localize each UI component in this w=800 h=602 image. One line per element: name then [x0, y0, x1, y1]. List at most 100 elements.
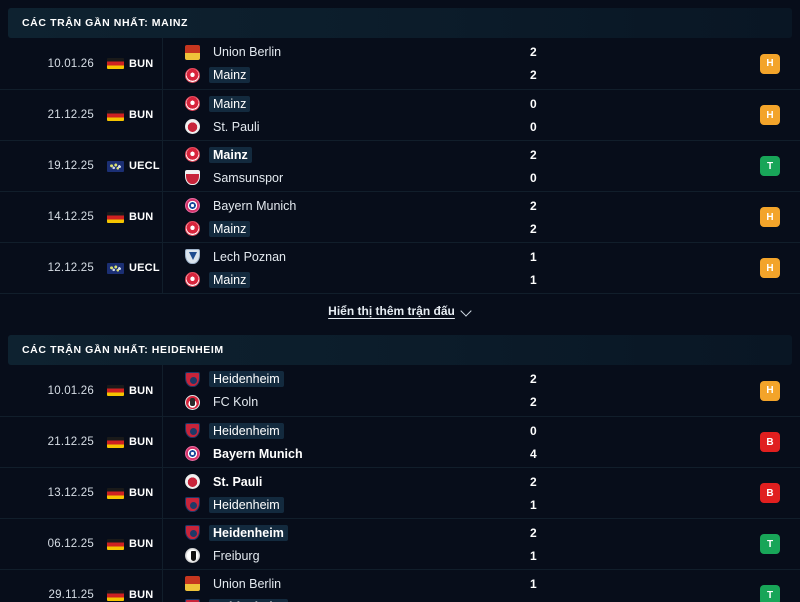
- competition-label[interactable]: BUN: [129, 436, 154, 448]
- team-name-home[interactable]: Lech Poznan: [213, 249, 286, 264]
- match-date-cell: 19.12.25: [0, 141, 100, 191]
- mainz-crest-icon: [185, 221, 200, 236]
- team-name-away[interactable]: FC Koln: [213, 395, 259, 409]
- team-name-away[interactable]: Mainz: [209, 220, 251, 237]
- team-line-away[interactable]: Mainz: [185, 271, 515, 288]
- competition-label[interactable]: BUN: [129, 211, 154, 223]
- team-name-home[interactable]: Mainz: [209, 95, 251, 112]
- teams-cell: Bayern Munich Mainz: [163, 192, 515, 242]
- competition-cell[interactable]: BUN: [100, 90, 163, 140]
- competition-label[interactable]: UECL: [129, 160, 160, 172]
- competition-label[interactable]: BUN: [129, 57, 154, 70]
- team-name-away[interactable]: Heidenheim: [209, 598, 288, 602]
- competition-label[interactable]: BUN: [129, 589, 154, 601]
- section-header: CÁC TRẬN GẦN NHẤT: MAINZ: [8, 8, 792, 38]
- team-line-home[interactable]: Bayern Munich: [185, 198, 515, 214]
- show-more-label[interactable]: Hiển thị thêm trận đấu: [328, 303, 455, 318]
- competition-label[interactable]: BUN: [129, 384, 154, 397]
- result-cell: T: [740, 570, 800, 602]
- home-score: 0: [530, 423, 537, 438]
- competition-label[interactable]: BUN: [129, 109, 154, 121]
- match-row[interactable]: 10.01.26 BUN Union Berlin Mainz 2 2 H: [0, 38, 800, 89]
- team-line-away[interactable]: Bayern Munich: [185, 446, 515, 462]
- team-line-away[interactable]: Heidenheim: [185, 598, 515, 602]
- team-line-away[interactable]: FC Koln: [185, 394, 515, 410]
- competition-cell[interactable]: BUN: [100, 38, 163, 89]
- team-line-away[interactable]: St. Pauli: [185, 119, 515, 135]
- competition-cell[interactable]: BUN: [100, 192, 163, 242]
- team-name-home[interactable]: St. Pauli: [213, 474, 263, 489]
- match-row[interactable]: 06.12.25 BUN Heidenheim Freiburg 2 1 T: [0, 518, 800, 569]
- team-line-home[interactable]: Heidenheim: [185, 371, 515, 387]
- team-line-home[interactable]: Union Berlin: [185, 576, 515, 592]
- competition-cell[interactable]: BUN: [100, 570, 163, 602]
- match-row[interactable]: 12.12.25 UECL Lech Poznan Mainz 1 1 H: [0, 242, 800, 293]
- result-badge: H: [760, 258, 780, 278]
- match-date-cell: 14.12.25: [0, 192, 100, 242]
- home-score: 0: [530, 96, 537, 111]
- team-name-home[interactable]: Union Berlin: [213, 576, 282, 591]
- team-line-away[interactable]: Mainz: [185, 67, 515, 83]
- team-name-home[interactable]: Heidenheim: [209, 371, 284, 387]
- competition-label[interactable]: BUN: [129, 487, 154, 499]
- competition-cell[interactable]: BUN: [100, 365, 163, 416]
- team-line-home[interactable]: Union Berlin: [185, 44, 515, 60]
- team-line-home[interactable]: Mainz: [185, 146, 515, 163]
- competition-cell[interactable]: BUN: [100, 519, 163, 569]
- match-row[interactable]: 14.12.25 BUN Bayern Munich Mainz 2 2 H: [0, 191, 800, 242]
- mainz-crest-icon: [185, 272, 200, 287]
- team-name-away[interactable]: St. Pauli: [213, 119, 260, 134]
- team-name-away[interactable]: Heidenheim: [209, 496, 284, 513]
- show-more-matches-button[interactable]: Hiển thị thêm trận đấu: [0, 293, 800, 327]
- team-line-home[interactable]: Heidenheim: [185, 422, 515, 439]
- team-line-away[interactable]: Mainz: [185, 220, 515, 237]
- match-list: 10.01.26 BUN Heidenheim FC Koln 2 2 H 21.12.25 B…: [0, 365, 800, 602]
- chevron-down-icon[interactable]: [461, 307, 472, 314]
- team-line-home[interactable]: Mainz: [185, 95, 515, 112]
- match-date-cell: 29.11.25: [0, 570, 100, 602]
- competition-label[interactable]: BUN: [129, 538, 154, 550]
- team-name-away[interactable]: Mainz: [209, 271, 251, 288]
- team-line-home[interactable]: Heidenheim: [185, 524, 515, 541]
- team-name-home[interactable]: Heidenheim: [209, 524, 288, 541]
- competition-cell[interactable]: BUN: [100, 468, 163, 518]
- result-cell: H: [740, 192, 800, 242]
- team-name-away[interactable]: Mainz: [209, 67, 251, 83]
- result-cell: T: [740, 519, 800, 569]
- match-date-cell: 10.01.26: [0, 38, 100, 89]
- away-score: 0: [530, 170, 537, 185]
- team-name-home[interactable]: Bayern Munich: [213, 198, 297, 213]
- team-name-home[interactable]: Mainz: [209, 146, 252, 163]
- match-row[interactable]: 10.01.26 BUN Heidenheim FC Koln 2 2 H: [0, 365, 800, 416]
- team-line-away[interactable]: Heidenheim: [185, 496, 515, 513]
- team-name-away[interactable]: Bayern Munich: [213, 446, 303, 461]
- mainz-crest-icon: [185, 96, 200, 111]
- match-date-cell: 12.12.25: [0, 243, 100, 293]
- home-score: 2: [530, 474, 537, 489]
- teams-cell: Heidenheim Freiburg: [163, 519, 515, 569]
- match-row[interactable]: 21.12.25 BUN Mainz St. Pauli 0 0 H: [0, 89, 800, 140]
- competition-cell[interactable]: UECL: [100, 243, 163, 293]
- team-line-away[interactable]: Samsunspor: [185, 170, 515, 186]
- result-badge: H: [760, 207, 780, 227]
- team-line-away[interactable]: Freiburg: [185, 548, 515, 564]
- competition-cell[interactable]: BUN: [100, 417, 163, 467]
- team-name-home[interactable]: Union Berlin: [213, 45, 282, 59]
- team-name-home[interactable]: Heidenheim: [209, 422, 284, 439]
- germany-flag-icon: [107, 385, 124, 396]
- team-name-away[interactable]: Freiburg: [213, 548, 260, 563]
- match-row[interactable]: 21.12.25 BUN Heidenheim Bayern Munich 0 4 B: [0, 416, 800, 467]
- match-date-cell: 06.12.25: [0, 519, 100, 569]
- team-name-away[interactable]: Samsunspor: [213, 170, 284, 185]
- home-score: 2: [530, 525, 537, 540]
- competition-cell[interactable]: UECL: [100, 141, 163, 191]
- recent-matches-panel: CÁC TRẬN GẦN NHẤT: MAINZ 10.01.26 BUN Union…: [0, 8, 800, 602]
- team-line-home[interactable]: St. Pauli: [185, 474, 515, 490]
- competition-label[interactable]: UECL: [129, 262, 160, 274]
- match-row[interactable]: 13.12.25 BUN St. Pauli Heidenheim 2 1 B: [0, 467, 800, 518]
- team-line-home[interactable]: Lech Poznan: [185, 249, 515, 265]
- match-row[interactable]: 19.12.25 UECL Mainz Samsunspor 2 0 T: [0, 140, 800, 191]
- home-score: 1: [530, 576, 537, 591]
- germany-flag-icon: [107, 109, 124, 121]
